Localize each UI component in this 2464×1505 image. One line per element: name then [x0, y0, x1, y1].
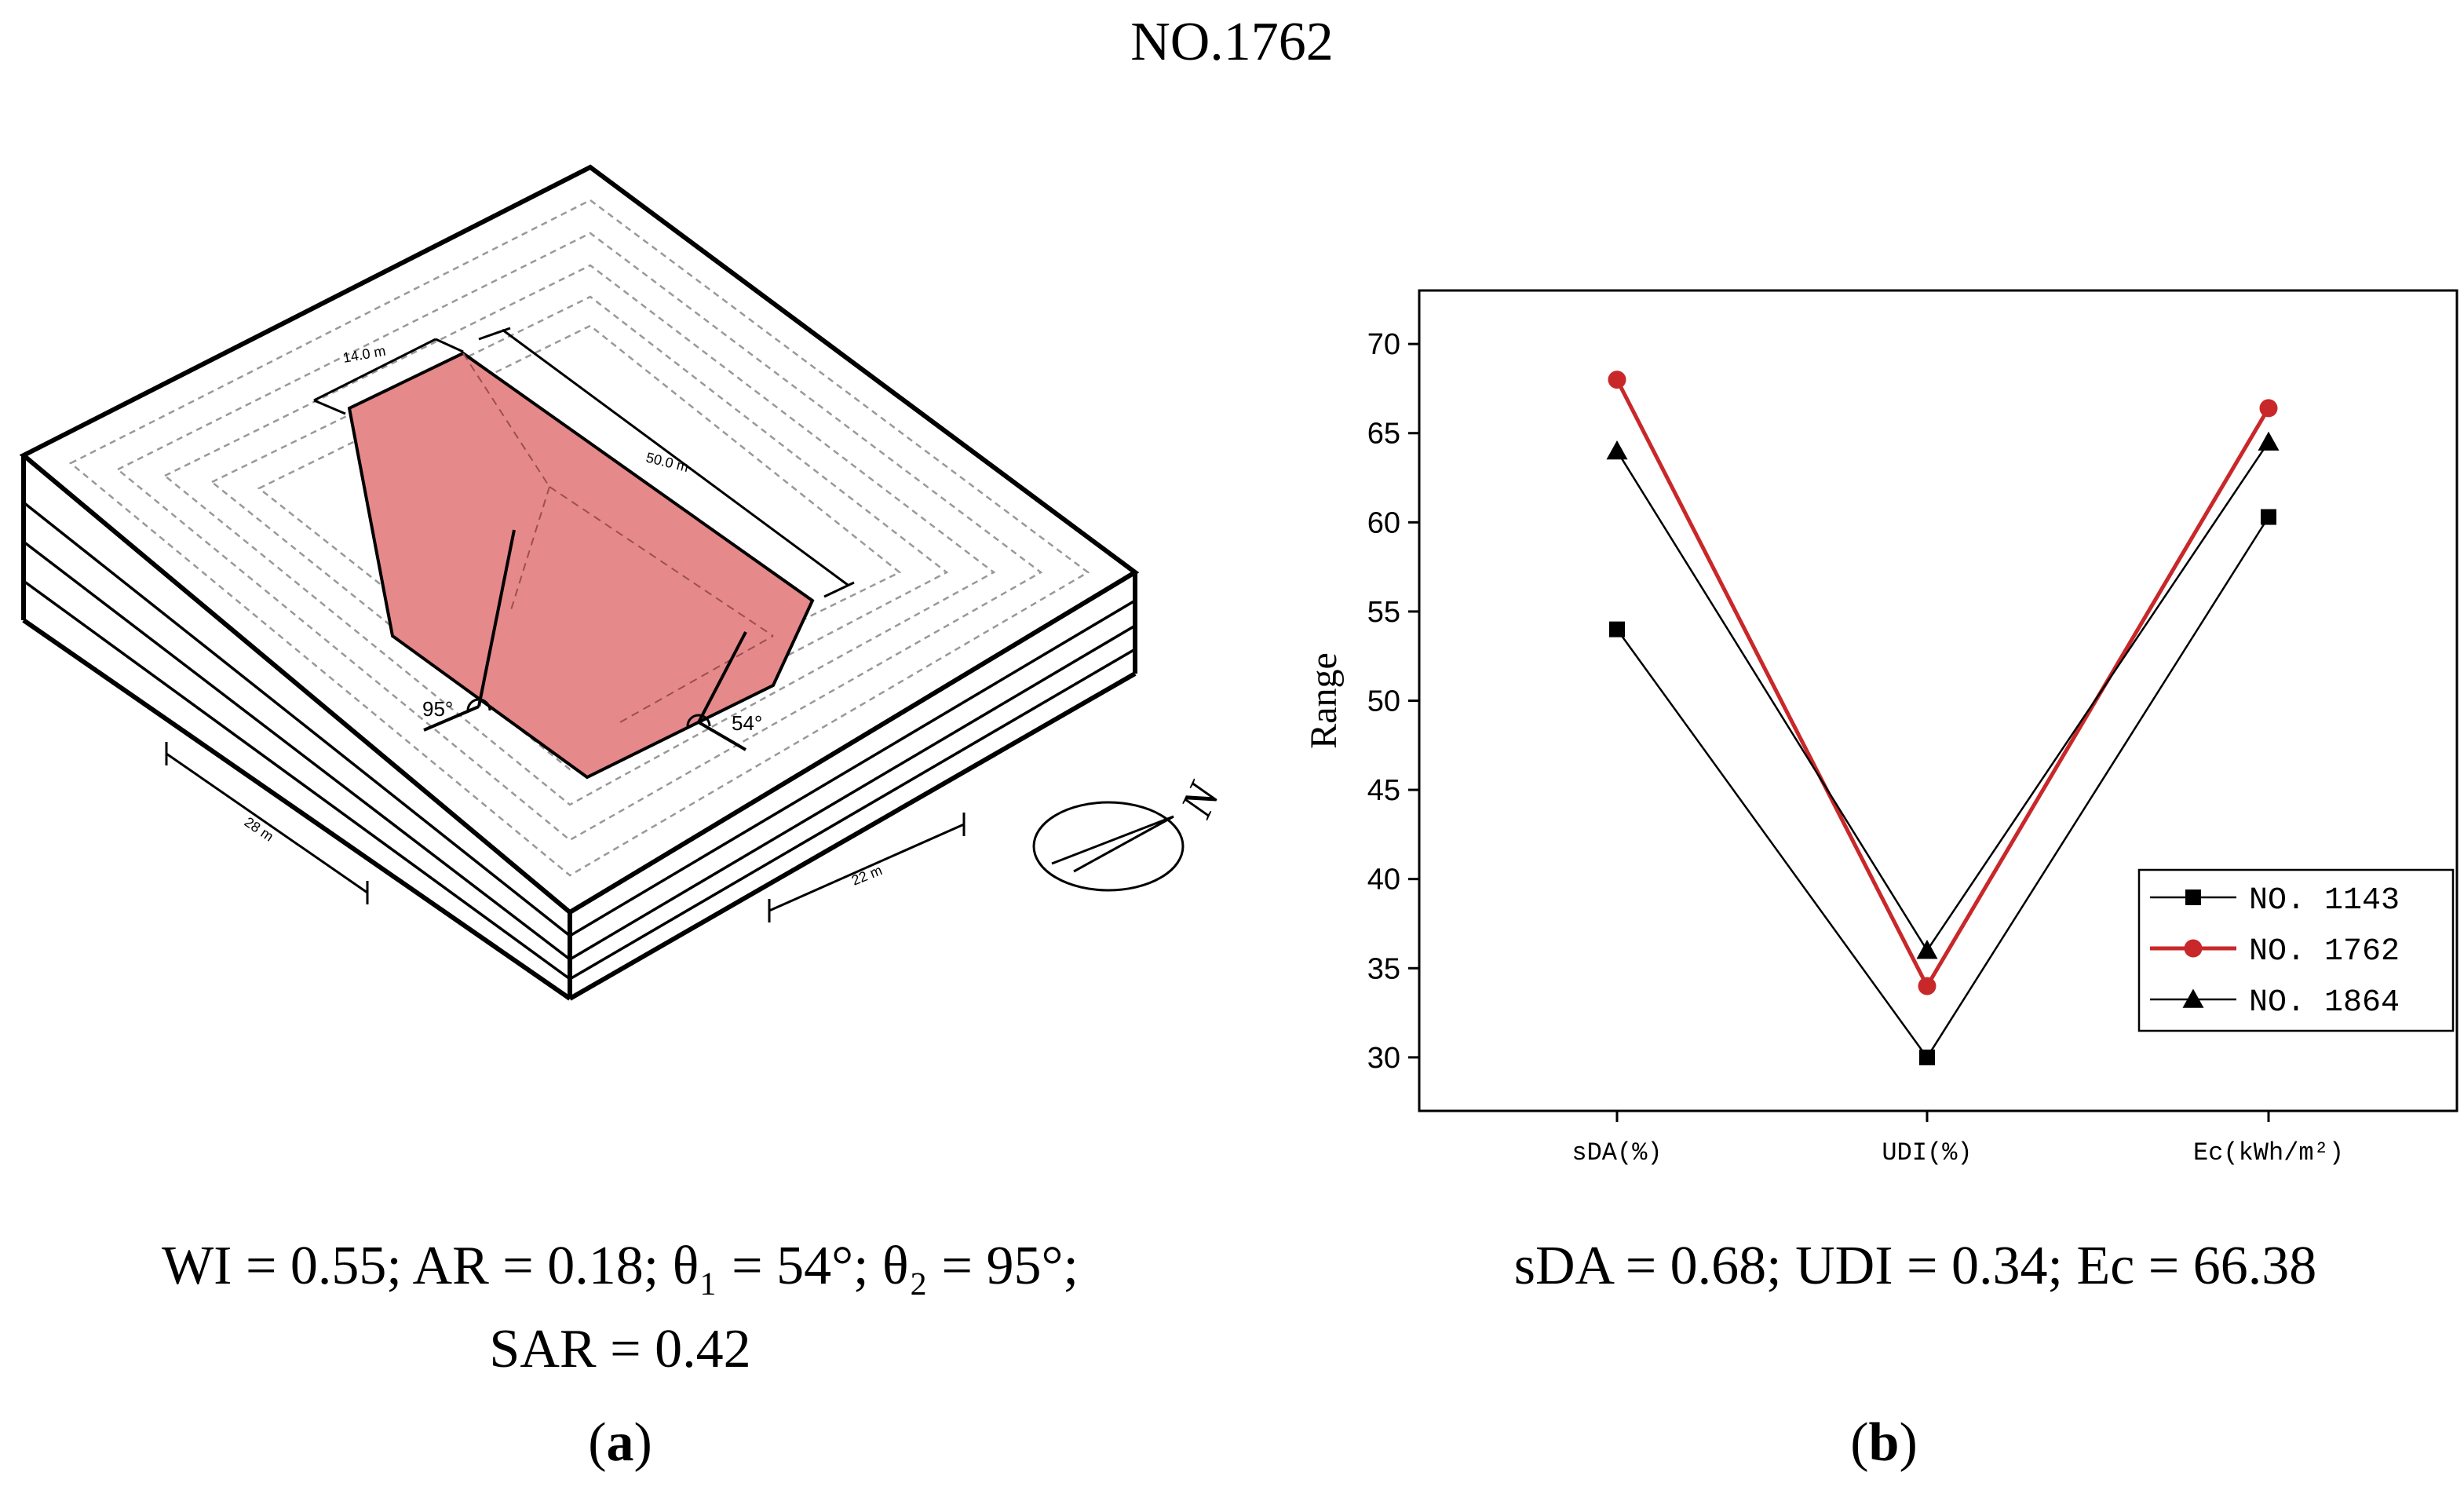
point-s0-0 — [1609, 621, 1625, 637]
x-tick-label-0: sDA(%) — [1571, 1138, 1662, 1167]
panel-a-label: (a) — [588, 1412, 652, 1473]
point-s2-0 — [1606, 440, 1628, 460]
dim-width-line — [313, 338, 436, 402]
y-tick-label-65: 65 — [1367, 418, 1400, 451]
point-s2-1 — [1916, 940, 1938, 959]
figure-title: NO.1762 — [1130, 12, 1334, 72]
legend-label-1: NO. 1762 — [2249, 934, 2400, 970]
compass-north-label: N — [1170, 773, 1230, 825]
building-bottom-right — [568, 671, 1137, 1001]
y-tick-label-55: 55 — [1367, 596, 1400, 629]
panel-b-params: sDA = 0.68; UDI = 0.34; Ec = 66.38 — [1513, 1236, 2317, 1296]
y-tick-label-45: 45 — [1367, 774, 1400, 807]
building-diagram: 14.0 m 50.0 m 28 m 22 m 95° 54° N — [19, 164, 1231, 1001]
point-s1-0 — [1608, 371, 1626, 389]
legend-marker-2 — [2182, 988, 2204, 1008]
legend-marker-1 — [2184, 939, 2203, 958]
floor-line-right-3 — [569, 648, 1136, 981]
point-s1-2 — [2259, 399, 2278, 418]
panel-a-params: WI = 0.55; AR = 0.18; θ₁ = 54°; θ₂ = 95°… — [47, 1225, 1193, 1391]
building-bottom-left — [22, 618, 571, 1001]
floor-line-left-2 — [22, 540, 571, 961]
angle-label-right: 54° — [732, 711, 762, 735]
atrium — [347, 351, 815, 780]
legend-label-2: NO. 1864 — [2249, 985, 2400, 1021]
point-s0-1 — [1919, 1049, 1935, 1065]
dim-side-left — [166, 752, 368, 894]
dim-length-line — [502, 328, 849, 586]
dim-side-right-label: 22 m — [849, 862, 885, 889]
floor-line-left-1 — [22, 501, 571, 937]
floor-line-right-1 — [569, 599, 1136, 937]
point-s1-1 — [1918, 977, 1937, 995]
panel-a-params-line2: SAR = 0.42 — [489, 1319, 751, 1379]
y-tick-label-70: 70 — [1367, 328, 1400, 361]
floor-line-left-3 — [22, 579, 571, 981]
x-tick-label-2: Ec(kWh/m²) — [2193, 1138, 2344, 1167]
y-tick-label-30: 30 — [1367, 1042, 1400, 1075]
floor-line-right-2 — [569, 624, 1136, 961]
compass-icon — [1032, 801, 1185, 892]
y-tick-label-60: 60 — [1367, 506, 1400, 539]
point-s2-2 — [2258, 431, 2280, 451]
dim-side-right — [768, 823, 965, 912]
dashed-ring-3 — [162, 264, 996, 806]
panel-b-label: (b) — [1850, 1412, 1918, 1473]
dashed-ring-2 — [115, 232, 1043, 842]
panel-a-params-line1: WI = 0.55; AR = 0.18; θ₁ = 54°; θ₂ = 95°… — [162, 1236, 1079, 1296]
y-tick-label-50: 50 — [1367, 685, 1400, 718]
dashed-ring-1 — [68, 199, 1090, 877]
point-s0-2 — [2261, 509, 2276, 525]
y-axis-label: Range — [1303, 652, 1345, 749]
x-tick-label-1: UDI(%) — [1882, 1138, 1972, 1167]
legend-label-0: NO. 1143 — [2249, 883, 2400, 919]
range-line-chart: 30 35 40 45 50 55 60 65 70 sDA(%) UDI(%) Ec(kWh/m²)… — [1303, 289, 2459, 1167]
y-tick-label-40: 40 — [1367, 864, 1400, 897]
y-tick-label-35: 35 — [1367, 952, 1400, 985]
legend-marker-0 — [2185, 889, 2201, 905]
angle-label-left: 95° — [422, 697, 453, 721]
